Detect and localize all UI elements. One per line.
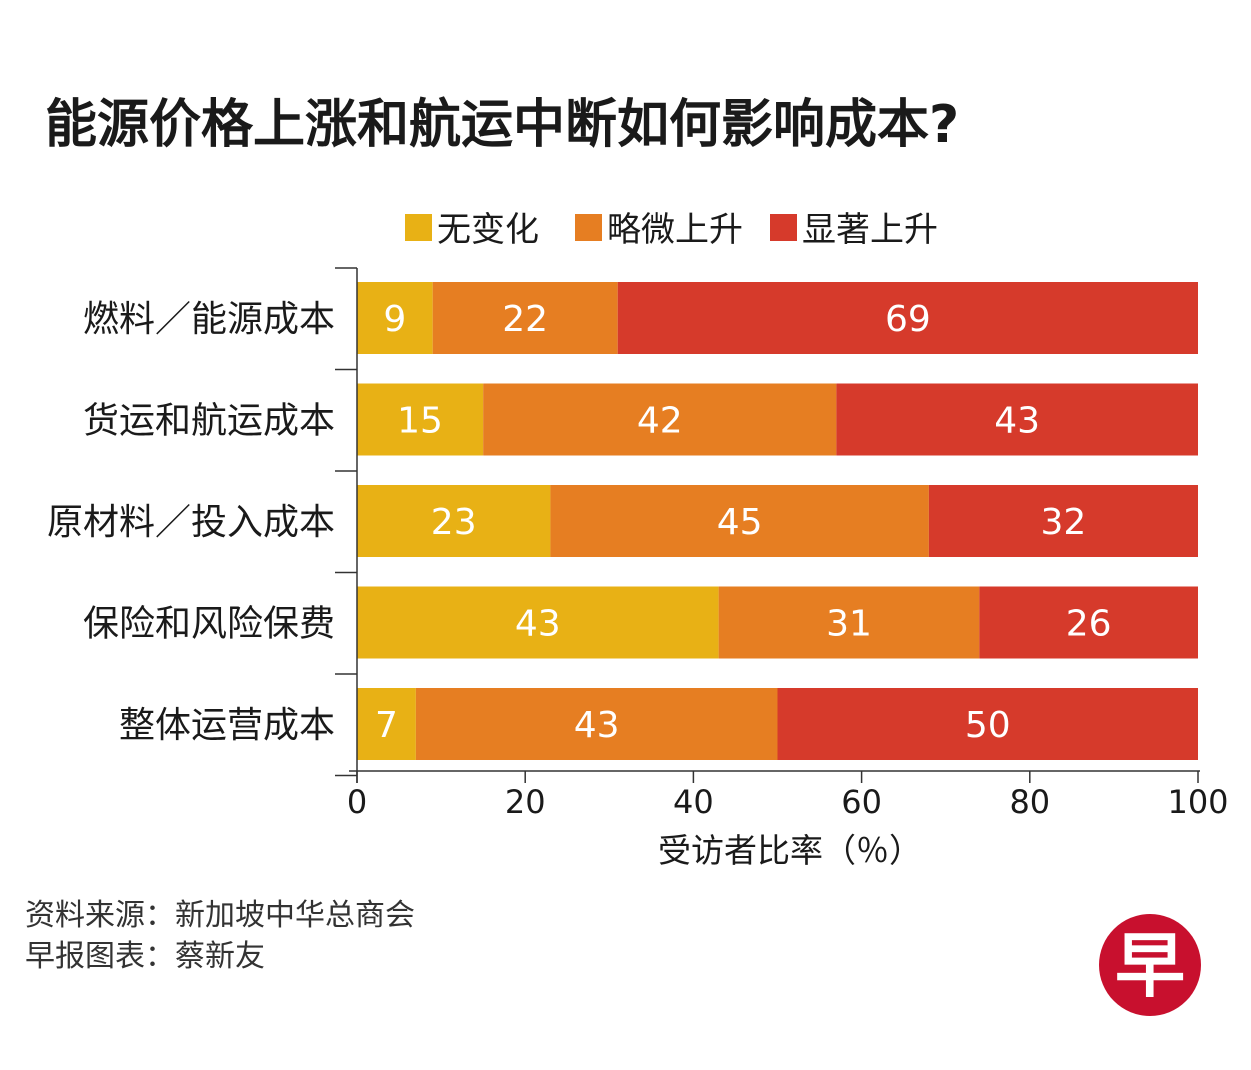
x-tick-label-3: 60 bbox=[841, 783, 882, 821]
value-label-2-1: 45 bbox=[717, 502, 763, 543]
category-label-1: 货运和航运成本 bbox=[83, 401, 335, 442]
bar-segment-0-2 bbox=[617, 282, 1198, 354]
bar-segment-0-0 bbox=[357, 282, 433, 354]
bar-segment-3-1 bbox=[718, 586, 980, 659]
legend-swatch-0 bbox=[405, 214, 432, 241]
value-label-3-0: 43 bbox=[515, 604, 561, 645]
value-label-4-2: 50 bbox=[965, 705, 1011, 746]
value-label-4-0: 7 bbox=[375, 705, 398, 746]
bar-segment-1-2 bbox=[836, 383, 1198, 456]
bar-segment-4-0 bbox=[357, 688, 416, 760]
bar-segment-1-1 bbox=[483, 383, 837, 456]
x-axis-title: 受访者比率（％） bbox=[658, 831, 922, 870]
category-label-4: 整体运营成本 bbox=[119, 705, 335, 746]
legend-label-0: 无变化 bbox=[437, 210, 539, 250]
bar-segment-4-1 bbox=[415, 688, 778, 760]
value-label-3-1: 31 bbox=[826, 604, 872, 645]
bar-segment-0-1 bbox=[432, 282, 618, 354]
value-label-0-2: 69 bbox=[885, 299, 931, 340]
value-label-4-1: 43 bbox=[574, 705, 620, 746]
bars: 9 22 69 15 42 43 23 45 32 43 31 26 7 43 50 bbox=[357, 282, 1198, 760]
x-tick-label-0: 0 bbox=[347, 783, 367, 821]
bar-segment-2-1 bbox=[550, 485, 929, 557]
category-label-2: 原材料／投入成本 bbox=[47, 502, 335, 543]
bar-segment-4-2 bbox=[777, 688, 1198, 760]
category-label-0: 燃料／能源成本 bbox=[83, 299, 335, 340]
bar-segment-2-2 bbox=[928, 485, 1198, 557]
logo-circle bbox=[1099, 914, 1201, 1016]
value-label-1-2: 43 bbox=[994, 401, 1040, 442]
bar-segment-3-0 bbox=[357, 586, 719, 659]
value-label-3-2: 26 bbox=[1066, 604, 1112, 645]
axes: 0 20 40 60 80 100 bbox=[335, 267, 1229, 821]
zaobao-logo: 早 bbox=[1099, 914, 1201, 1016]
legend: 无变化 略微上升 显著上升 bbox=[405, 210, 938, 250]
value-label-2-2: 32 bbox=[1041, 502, 1087, 543]
source-line: 资料来源：新加坡中华总商会 bbox=[25, 898, 415, 933]
value-label-1-0: 15 bbox=[397, 401, 443, 442]
value-label-0-1: 22 bbox=[502, 299, 548, 340]
category-label-3: 保险和风险保费 bbox=[83, 604, 335, 645]
credit-line: 早报图表：蔡新友 bbox=[25, 939, 265, 974]
legend-swatch-1 bbox=[575, 214, 602, 241]
value-label-1-1: 42 bbox=[637, 401, 683, 442]
x-tick-label-1: 20 bbox=[505, 783, 546, 821]
logo-text: 早 bbox=[1115, 925, 1185, 1007]
x-tick-label-2: 40 bbox=[673, 783, 714, 821]
x-tick-label-4: 80 bbox=[1009, 783, 1050, 821]
legend-label-2: 显著上升 bbox=[802, 210, 938, 250]
x-tick-label-5: 100 bbox=[1167, 783, 1228, 821]
bar-segment-2-0 bbox=[357, 485, 551, 557]
legend-swatch-2 bbox=[770, 214, 797, 241]
value-label-0-0: 9 bbox=[383, 299, 406, 340]
chart-title: 能源价格上涨和航运中断如何影响成本? bbox=[45, 95, 959, 155]
value-label-2-0: 23 bbox=[431, 502, 477, 543]
bar-segment-1-0 bbox=[357, 383, 484, 456]
bar-segment-3-2 bbox=[979, 586, 1198, 659]
legend-label-1: 略微上升 bbox=[607, 210, 743, 250]
